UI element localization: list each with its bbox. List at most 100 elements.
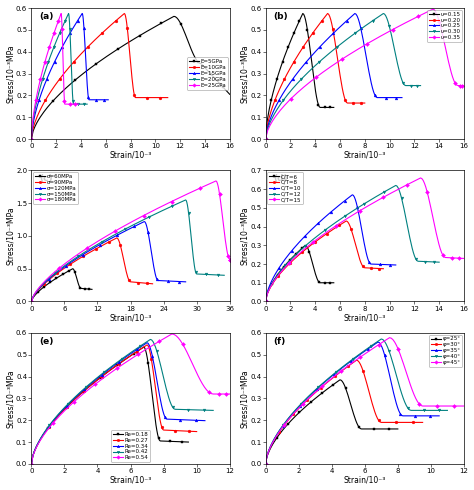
- Re=0.42: [128, 349, 134, 355]
- φ=40°: [339, 365, 345, 370]
- X-axis label: Strain/10⁻³: Strain/10⁻³: [344, 475, 386, 485]
- E=5GPa: [122, 42, 128, 48]
- σ=150MPa: [130, 222, 136, 228]
- υ=0.25: [321, 39, 327, 45]
- Re=0.54: [146, 345, 152, 351]
- σ=150MPa: [89, 245, 95, 251]
- Re=0.18: [73, 395, 78, 401]
- Re=0.54: [112, 367, 118, 373]
- υ=0.35: [402, 20, 408, 26]
- φ=40°: [378, 336, 384, 342]
- Re=0.27: [194, 429, 200, 435]
- υ=0.35: [457, 83, 463, 89]
- σ=60MPa: [87, 286, 93, 292]
- Re=0.27: [97, 375, 103, 381]
- Re=0.34: [144, 340, 150, 345]
- φ=30°: [299, 403, 304, 409]
- Re=0.27: [74, 394, 80, 400]
- σ=150MPa: [28, 298, 34, 304]
- C/T=8: [263, 298, 268, 304]
- E=25GPa: [28, 136, 34, 142]
- υ=0.25: [384, 95, 390, 100]
- σ=180MPa: [150, 208, 155, 214]
- C/T=8: [330, 226, 336, 232]
- C/T=10: [297, 239, 302, 245]
- υ=0.35: [430, 6, 436, 12]
- Re=0.18: [95, 376, 101, 382]
- υ=0.30: [409, 83, 415, 89]
- C/T=10: [320, 216, 326, 222]
- Line: Re=0.27: Re=0.27: [30, 343, 198, 465]
- Line: E=20GPa: E=20GPa: [30, 12, 89, 141]
- Re=0.42: [100, 371, 105, 377]
- υ=0.35: [373, 36, 379, 42]
- Re=0.34: [125, 352, 131, 358]
- φ=35°: [436, 413, 442, 419]
- φ=40°: [359, 349, 365, 355]
- X-axis label: Strain/10⁻³: Strain/10⁻³: [109, 313, 152, 322]
- υ=0.30: [309, 66, 315, 72]
- Legend: E=5GPa, E=10GPa, E=15GPa, E=20GPa, E=25GPa: E=5GPa, E=10GPa, E=15GPa, E=20GPa, E=25G…: [187, 57, 228, 90]
- C/T=8: [381, 266, 386, 271]
- E=5GPa: [147, 26, 153, 32]
- φ=30°: [420, 419, 426, 425]
- σ=60MPa: [63, 270, 69, 275]
- φ=40°: [263, 461, 268, 467]
- υ=0.35: [460, 83, 466, 89]
- E=20GPa: [66, 11, 72, 17]
- E=10GPa: [84, 45, 90, 51]
- σ=60MPa: [70, 266, 75, 271]
- σ=90MPa: [62, 265, 68, 271]
- Re=0.54: [83, 388, 89, 394]
- φ=30°: [354, 357, 359, 363]
- C/T=8: [343, 218, 349, 224]
- υ=0.20: [303, 39, 309, 45]
- υ=0.35: [328, 63, 334, 69]
- υ=0.20: [300, 45, 305, 51]
- υ=0.20: [263, 136, 268, 142]
- σ=150MPa: [217, 272, 222, 278]
- σ=90MPa: [85, 251, 91, 257]
- υ=0.15: [328, 104, 334, 110]
- E=15GPa: [105, 97, 111, 103]
- E=15GPa: [71, 24, 77, 30]
- Line: υ=0.20: υ=0.20: [264, 12, 366, 141]
- σ=120MPa: [73, 256, 79, 262]
- Re=0.54: [224, 391, 230, 397]
- E=5GPa: [171, 13, 177, 19]
- Re=0.42: [147, 337, 153, 343]
- Re=0.34: [74, 393, 80, 399]
- Line: E=25GPa: E=25GPa: [30, 12, 80, 141]
- Text: (b): (b): [273, 12, 288, 21]
- Line: σ=90MPa: σ=90MPa: [30, 237, 154, 303]
- φ=25°: [337, 377, 343, 383]
- υ=0.30: [415, 83, 421, 89]
- φ=45°: [337, 369, 342, 375]
- σ=90MPa: [100, 243, 106, 248]
- E=20GPa: [76, 101, 82, 107]
- φ=35°: [430, 413, 436, 419]
- φ=35°: [415, 413, 421, 419]
- Line: E=5GPa: E=5GPa: [30, 15, 231, 141]
- Line: υ=0.30: υ=0.30: [264, 12, 422, 141]
- E=5GPa: [28, 136, 34, 142]
- Re=0.27: [144, 342, 150, 348]
- C/T=6: [296, 248, 301, 254]
- E=10GPa: [28, 136, 34, 142]
- Re=0.42: [204, 407, 210, 413]
- E=15GPa: [62, 39, 68, 45]
- E=25GPa: [54, 24, 59, 30]
- σ=180MPa: [227, 257, 233, 263]
- σ=120MPa: [167, 278, 173, 284]
- Re=0.54: [227, 391, 233, 397]
- σ=60MPa: [45, 281, 50, 287]
- Re=0.34: [105, 368, 110, 373]
- E=25GPa: [73, 101, 79, 107]
- Re=0.27: [125, 354, 131, 360]
- Line: σ=60MPa: σ=60MPa: [30, 268, 93, 303]
- υ=0.15: [277, 66, 283, 72]
- Line: φ=30°: φ=30°: [264, 359, 424, 466]
- Re=0.34: [28, 461, 34, 467]
- E=5GPa: [84, 68, 90, 74]
- υ=0.15: [300, 11, 306, 17]
